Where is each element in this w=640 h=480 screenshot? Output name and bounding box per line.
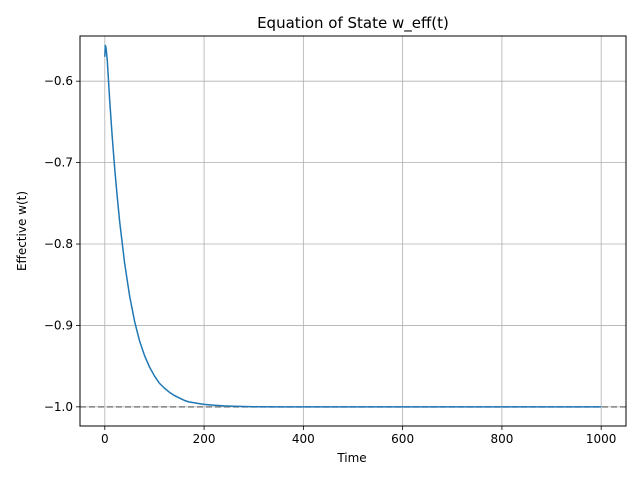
y-tick-label: −1.0 [44, 400, 73, 414]
x-tick-label: 0 [101, 432, 109, 446]
x-tick-label: 800 [490, 432, 513, 446]
x-tick-label: 400 [292, 432, 315, 446]
y-tick-label: −0.9 [44, 318, 73, 332]
y-tick-label: −0.8 [44, 237, 73, 251]
series-line [104, 44, 602, 408]
y-tick-label: −0.6 [44, 74, 73, 88]
x-tick-label: 1000 [586, 432, 617, 446]
x-tick-label: 200 [193, 432, 216, 446]
x-tick-label: 600 [391, 432, 414, 446]
y-axis-label: Effective w(t) [15, 191, 29, 271]
x-axis-label: Time [336, 451, 366, 465]
chart-title: Equation of State w_eff(t) [257, 14, 449, 33]
plot-frame [79, 35, 627, 427]
y-tick-label: −0.7 [44, 156, 73, 170]
series [104, 44, 602, 408]
ticks: 0 200 400 600 800 1000 −1.0 −0.9 −0.8 −0.7 −0.6 [44, 74, 617, 446]
